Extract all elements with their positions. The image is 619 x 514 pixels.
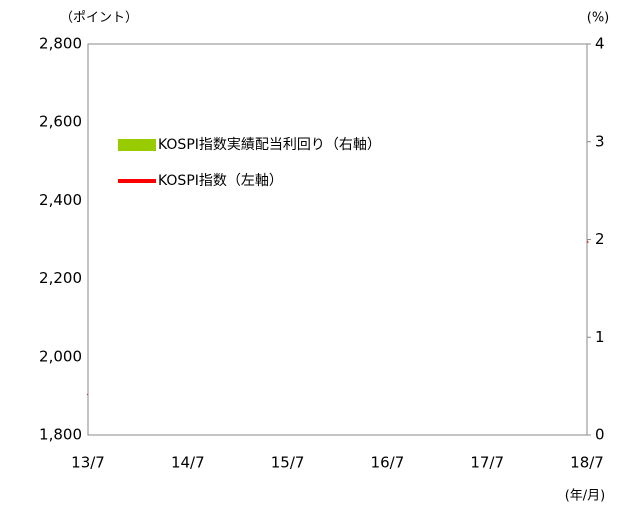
x-tick-label: 18/7 <box>570 454 604 472</box>
y2-tick-label: 1 <box>595 328 605 346</box>
x-axis-label: (年/月) <box>565 489 606 504</box>
y2-axis-label: (%) <box>587 11 610 26</box>
y-tick-label: 2,200 <box>39 269 82 287</box>
x-tick-label: 13/7 <box>71 454 105 472</box>
y2-tick-label: 3 <box>595 132 605 150</box>
x-tick-label: 15/7 <box>271 454 305 472</box>
y2-tick-label: 0 <box>595 426 605 444</box>
x-tick-label: 17/7 <box>470 454 504 472</box>
y2-tick-label: 2 <box>595 230 605 248</box>
y-tick-label: 2,000 <box>39 347 82 365</box>
legend-label: KOSPI指数実績配当利回り（右軸） <box>158 137 381 153</box>
y-tick-label: 2,800 <box>39 35 82 53</box>
y-tick-label: 1,800 <box>39 426 82 444</box>
x-tick-label: 14/7 <box>171 454 205 472</box>
legend-swatch <box>118 139 156 151</box>
y-tick-label: 2,400 <box>39 191 82 209</box>
plot-frame <box>87 43 588 436</box>
y-tick-label: 2,600 <box>39 113 82 131</box>
x-tick-label: 16/7 <box>371 454 405 472</box>
y-axis-label: （ポイント） <box>60 11 138 26</box>
y2-tick-label: 4 <box>595 35 605 53</box>
legend-label: KOSPI指数（左軸） <box>158 173 283 189</box>
